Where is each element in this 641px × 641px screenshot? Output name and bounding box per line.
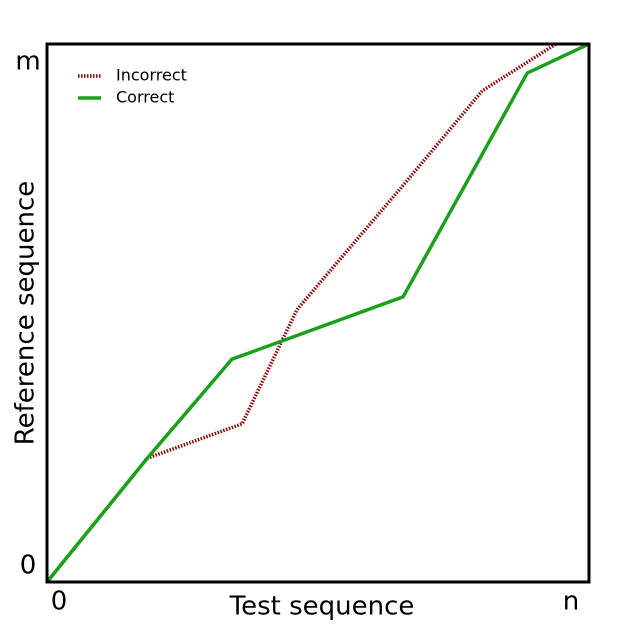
legend-label: Incorrect (116, 66, 187, 85)
series-line (47, 44, 557, 582)
y-axis-label: Reference sequence (11, 181, 41, 445)
x-axis-label: Test sequence (229, 592, 415, 622)
y-tick-label: m (15, 47, 40, 77)
y-tick-label: 0 (20, 551, 37, 581)
x-tick-label: 0 (51, 587, 68, 617)
x-tick-label: n (563, 587, 579, 617)
plot-frame (45, 42, 591, 584)
series-line (47, 44, 589, 582)
legend-label: Correct (116, 88, 174, 107)
